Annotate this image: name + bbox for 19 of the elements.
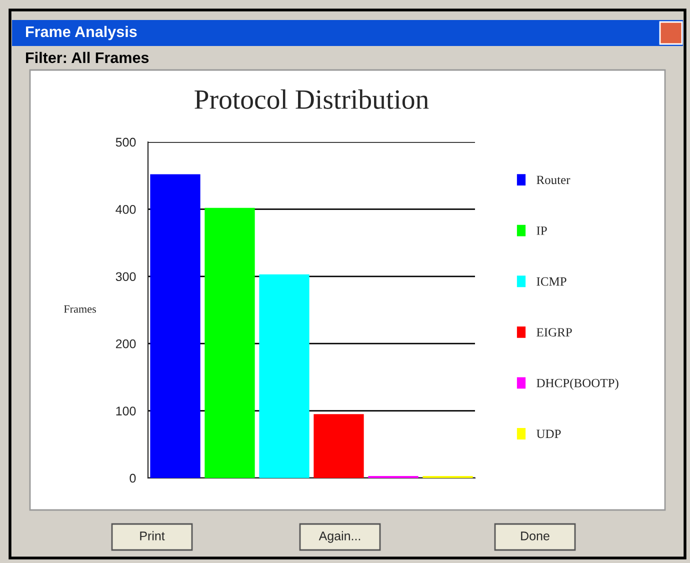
text: Filter: All Frames — [26, 52, 149, 64]
legend-label: UDP — [536, 430, 561, 438]
y-tick-label: 100 — [116, 406, 136, 416]
y-tick-label: 400 — [116, 205, 136, 214]
y-tick-label: 200 — [116, 339, 136, 348]
legend-label: Router — [536, 176, 570, 184]
legend-label: IP — [536, 226, 547, 235]
text: Print — [140, 531, 165, 540]
text: Frame Analysis — [26, 26, 137, 40]
y-axis-title: Frames — [64, 305, 96, 313]
legend-label: ICMP — [536, 277, 566, 286]
y-tick-label: 300 — [116, 272, 136, 282]
legend-label: DHCP(BOOTP) — [536, 378, 618, 390]
text: Done — [521, 532, 550, 540]
legend-label: EIGRP — [536, 328, 572, 336]
chart-title: Protocol Distribution — [194, 89, 429, 109]
text: Again... — [318, 531, 360, 543]
y-tick-label: 0 — [130, 474, 136, 483]
y-tick-label: 500 — [116, 138, 136, 147]
